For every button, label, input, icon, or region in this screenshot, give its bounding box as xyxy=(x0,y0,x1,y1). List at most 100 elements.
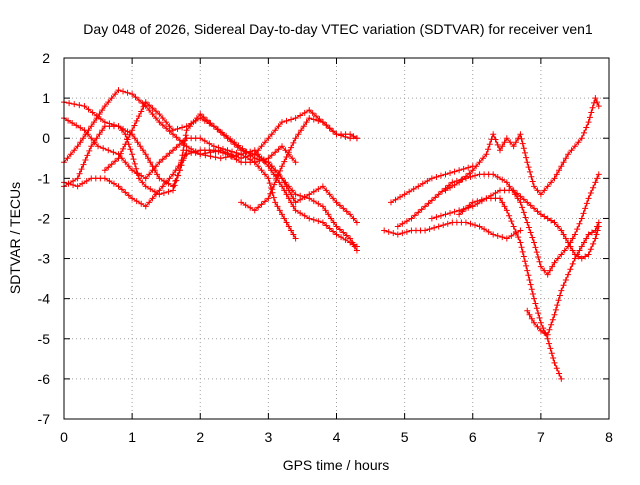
data-point xyxy=(142,183,149,190)
data-point xyxy=(581,239,588,246)
data-point xyxy=(340,205,347,212)
data-point xyxy=(166,128,173,135)
data-point xyxy=(229,148,236,155)
data-point xyxy=(544,271,551,278)
data-point xyxy=(575,139,582,146)
data-point xyxy=(292,159,299,166)
data-point xyxy=(152,108,159,115)
data-point xyxy=(152,163,159,170)
data-point xyxy=(288,227,295,234)
data-point xyxy=(80,135,87,142)
data-point xyxy=(532,244,539,251)
data-point xyxy=(508,218,515,225)
x-tick-label: 2 xyxy=(196,429,204,445)
data-point xyxy=(582,253,589,260)
data-point xyxy=(132,94,139,101)
data-point xyxy=(70,182,77,189)
data-point xyxy=(112,158,119,165)
data-point xyxy=(343,232,350,239)
data-point xyxy=(292,191,299,198)
series-line xyxy=(526,222,600,336)
data-point xyxy=(93,135,100,142)
data-point xyxy=(338,234,345,241)
data-point xyxy=(206,120,213,127)
data-point xyxy=(288,199,295,206)
data-point xyxy=(170,187,176,194)
data-point xyxy=(156,175,163,182)
grid-layer xyxy=(64,58,609,419)
data-point xyxy=(541,213,548,220)
data-point xyxy=(170,147,176,154)
data-point xyxy=(490,171,497,178)
data-point xyxy=(261,159,268,166)
data-point xyxy=(149,167,156,174)
data-point xyxy=(562,276,569,283)
data-point xyxy=(392,196,399,203)
data-point xyxy=(551,175,558,182)
data-point xyxy=(472,222,479,229)
data-point xyxy=(518,135,525,142)
data-point xyxy=(298,127,305,134)
series-line xyxy=(63,101,358,223)
data-point xyxy=(520,196,527,203)
data-point xyxy=(265,155,272,162)
data-point xyxy=(96,111,103,118)
data-point xyxy=(188,120,195,127)
data-point xyxy=(277,167,284,174)
data-point xyxy=(285,183,292,190)
data-point xyxy=(175,163,182,170)
data-point xyxy=(394,223,401,230)
data-point xyxy=(536,314,543,321)
data-point xyxy=(415,183,422,190)
data-point xyxy=(510,223,517,230)
data-point xyxy=(73,122,80,129)
data-point xyxy=(88,143,95,150)
data-point xyxy=(527,229,534,236)
data-point xyxy=(548,217,555,224)
data-point xyxy=(156,187,163,194)
data-point xyxy=(447,169,454,176)
data-point xyxy=(301,109,308,116)
data-point xyxy=(306,115,313,122)
data-point xyxy=(201,137,208,144)
data-point xyxy=(268,131,275,138)
data-point xyxy=(550,355,557,362)
data-point xyxy=(292,235,299,242)
data-point xyxy=(105,147,112,154)
data-point xyxy=(336,202,343,209)
data-point xyxy=(125,192,132,199)
data-point xyxy=(474,198,481,205)
data-point xyxy=(399,220,406,227)
data-point xyxy=(517,227,524,234)
data-point xyxy=(512,139,519,146)
data-point xyxy=(546,326,553,333)
data-point xyxy=(466,170,473,177)
data-point xyxy=(265,195,272,202)
data-point xyxy=(326,191,333,198)
data-point xyxy=(135,97,142,104)
data-point xyxy=(265,135,272,142)
data-point xyxy=(64,155,71,162)
data-point xyxy=(282,147,289,154)
data-point xyxy=(217,155,224,162)
data-point xyxy=(460,165,467,172)
data-point xyxy=(188,149,195,156)
series-sat-c xyxy=(61,87,360,250)
data-point xyxy=(548,350,555,357)
data-point xyxy=(110,149,117,156)
data-point xyxy=(101,167,108,174)
data-point xyxy=(574,226,581,233)
data-point xyxy=(560,231,567,238)
data-point xyxy=(525,164,532,171)
data-point xyxy=(142,99,149,106)
data-point xyxy=(140,103,147,110)
data-point xyxy=(174,125,181,132)
data-point xyxy=(428,175,435,182)
data-point xyxy=(101,103,108,110)
series-sat-g xyxy=(238,115,360,214)
data-point xyxy=(401,191,408,198)
data-point xyxy=(138,108,145,115)
data-point xyxy=(350,215,357,222)
data-point xyxy=(459,176,466,183)
series-sat-n xyxy=(524,219,602,338)
